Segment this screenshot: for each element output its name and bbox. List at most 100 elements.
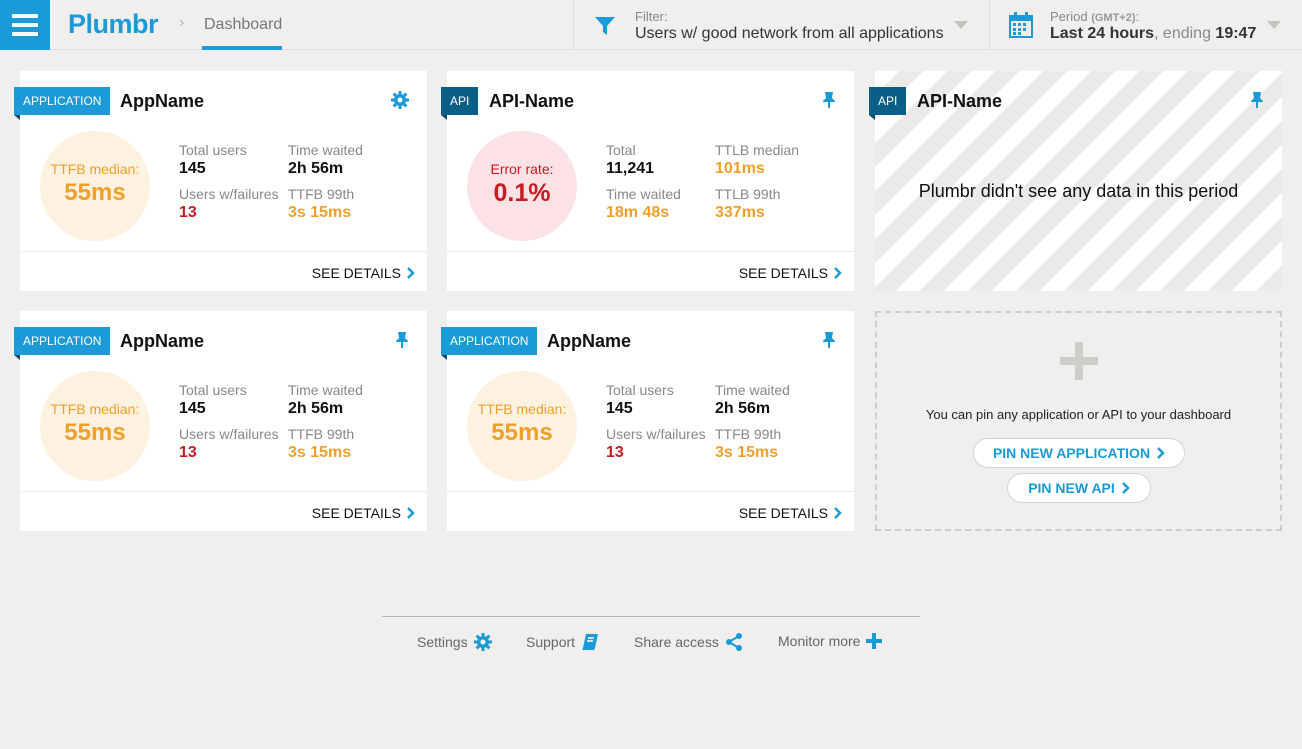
metric-value: 145 xyxy=(179,400,206,417)
metric-label: Total users xyxy=(179,142,247,158)
chevron-right-icon xyxy=(834,507,842,519)
breadcrumb-dashboard[interactable]: Dashboard xyxy=(204,16,283,33)
metric-value: 13 xyxy=(179,444,197,461)
metric-label: Time waited xyxy=(288,382,363,398)
chevron-right-icon xyxy=(407,507,415,519)
gear-icon[interactable] xyxy=(391,91,409,109)
pin-icon[interactable] xyxy=(395,331,409,349)
metric-value: 337ms xyxy=(715,204,765,221)
card-footer: SEE DETAILS xyxy=(447,491,854,531)
chevron-right-icon xyxy=(1157,447,1165,459)
pin-icon[interactable] xyxy=(822,331,836,349)
metric-value: 3s 15ms xyxy=(288,444,352,461)
metric-label: TTFB 99th xyxy=(288,186,355,202)
logo[interactable]: Plumbr xyxy=(68,9,159,39)
metric-label: Total users xyxy=(606,382,674,398)
calendar-icon xyxy=(1009,12,1033,38)
error-rate-circle: Error rate: 0.1% xyxy=(467,131,577,241)
application-card: APPLICATION AppName TTFB median: 55ms To… xyxy=(14,311,427,531)
application-tag: APPLICATION xyxy=(14,87,111,120)
no-data-message: Plumbr didn't see any data in this perio… xyxy=(918,181,1239,201)
monitor-more-link[interactable]: Monitor more xyxy=(778,633,883,649)
pin-new-api-button[interactable]: PIN NEW API xyxy=(1007,473,1151,503)
ttfb-median-label: TTFB median: xyxy=(477,401,567,417)
ttfb-median-value: 55ms xyxy=(491,419,553,446)
card-footer: SEE DETAILS xyxy=(20,491,427,531)
filter-icon xyxy=(595,17,615,35)
metric-label: TTLB median xyxy=(715,142,800,158)
metric-value: 3s 15ms xyxy=(715,444,779,461)
pin-message: You can pin any application or API to yo… xyxy=(925,407,1232,422)
metric-label: Time waited xyxy=(606,186,681,202)
hamburger-menu-icon[interactable] xyxy=(0,0,50,50)
ttfb-median-label: TTFB median: xyxy=(50,161,140,177)
api-tag: API xyxy=(869,87,907,120)
card-footer: SEE DETAILS xyxy=(447,251,854,291)
see-details-link[interactable]: SEE DETAILS xyxy=(739,505,842,521)
active-tab-indicator xyxy=(202,46,282,50)
settings-link[interactable]: Settings xyxy=(417,633,492,651)
period-chevron-down-icon xyxy=(1267,21,1281,29)
metric-label: Total xyxy=(606,142,636,158)
share-icon xyxy=(725,633,742,651)
chevron-right-icon xyxy=(407,267,415,279)
pin-icon[interactable] xyxy=(1250,91,1264,109)
metric-value: 101ms xyxy=(715,160,765,177)
metric-value: 2h 56m xyxy=(715,400,771,417)
footer-divider xyxy=(382,616,920,617)
filter-dropdown[interactable]: Filter: Users w/ good network from all a… xyxy=(573,0,989,50)
pin-icon[interactable] xyxy=(822,91,836,109)
ttfb-median-label: TTFB median: xyxy=(50,401,140,417)
chevron-right-icon xyxy=(1121,482,1130,494)
metric-value: 145 xyxy=(606,400,633,417)
see-details-link[interactable]: SEE DETAILS xyxy=(312,505,415,521)
application-card: APPLICATION AppName TTFB median: 55ms To… xyxy=(441,311,854,531)
metric-value: 2h 56m xyxy=(288,400,344,417)
metric-label: Users w/failures xyxy=(179,426,279,442)
application-tag: APPLICATION xyxy=(441,327,538,360)
metric-value: 3s 15ms xyxy=(288,204,352,221)
error-rate-value: 0.1% xyxy=(493,179,551,207)
breadcrumb-separator: › xyxy=(179,14,185,31)
metric-value: 2h 56m xyxy=(288,160,344,177)
api-card: API API-Name Error rate: 0.1% Total 11,2… xyxy=(441,71,854,291)
metric-value: 18m 48s xyxy=(606,204,670,221)
card-title[interactable]: AppName xyxy=(547,331,632,351)
metric-label: Time waited xyxy=(288,142,363,158)
period-dropdown[interactable]: Period (GMT+2): Last 24 hours, ending 19… xyxy=(989,0,1302,50)
book-icon xyxy=(582,634,599,650)
metric-label: TTFB 99th xyxy=(288,426,355,442)
card-footer: SEE DETAILS xyxy=(20,251,427,291)
card-title[interactable]: API-Name xyxy=(917,91,1003,111)
ttfb-median-circle: TTFB median: 55ms xyxy=(467,371,577,481)
filter-label: Filter: xyxy=(635,9,668,24)
filter-value: Users w/ good network from all applicati… xyxy=(635,25,944,42)
plus-icon xyxy=(1060,342,1098,380)
metric-label: Users w/failures xyxy=(179,186,279,202)
metric-label: TTFB 99th xyxy=(715,426,782,442)
pin-new-application-button[interactable]: PIN NEW APPLICATION xyxy=(973,438,1185,468)
card-title[interactable]: AppName xyxy=(120,91,205,111)
error-rate-label: Error rate: xyxy=(490,161,554,177)
ttfb-median-value: 55ms xyxy=(64,179,126,206)
see-details-link[interactable]: SEE DETAILS xyxy=(312,265,415,281)
pin-new-panel: You can pin any application or API to yo… xyxy=(875,311,1282,531)
ttfb-median-circle: TTFB median: 55ms xyxy=(40,131,150,241)
top-bar: Plumbr › Dashboard Filter: Users w/ good… xyxy=(0,0,1302,50)
card-title[interactable]: API-Name xyxy=(489,91,575,111)
api-card-empty: API API-Name Plumbr didn't see any data … xyxy=(869,71,1282,291)
metric-label: Users w/failures xyxy=(606,426,706,442)
support-link[interactable]: Support xyxy=(526,633,599,651)
metric-label: Total users xyxy=(179,382,247,398)
see-details-link[interactable]: SEE DETAILS xyxy=(739,265,842,281)
filter-chevron-down-icon xyxy=(954,21,968,29)
plus-icon xyxy=(866,633,883,649)
metric-value: 11,241 xyxy=(606,160,655,177)
metric-value: 13 xyxy=(179,204,197,221)
ttfb-median-value: 55ms xyxy=(64,419,126,446)
card-title[interactable]: AppName xyxy=(120,331,205,351)
share-access-link[interactable]: Share access xyxy=(634,633,743,651)
chevron-right-icon xyxy=(834,267,842,279)
period-label: Period (GMT+2): xyxy=(1050,9,1140,24)
period-value: Last 24 hours, ending 19:47 xyxy=(1050,25,1257,42)
